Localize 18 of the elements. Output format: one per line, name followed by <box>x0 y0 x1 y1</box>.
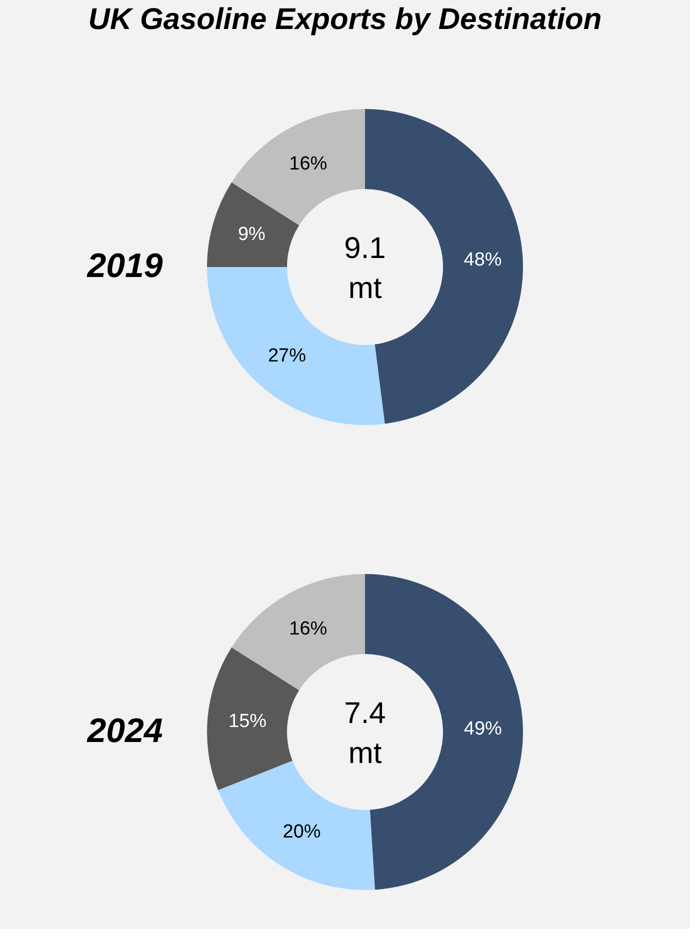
data-label: 15% <box>228 710 267 732</box>
donut-slice <box>207 267 385 425</box>
data-label: 49% <box>464 718 502 740</box>
chart-title: UK Gasoline Exports by Destination <box>88 3 602 36</box>
data-label: 16% <box>289 618 328 640</box>
data-label: 27% <box>268 346 306 367</box>
text: 2024 <box>86 712 163 750</box>
donut-slice <box>232 574 365 690</box>
text: 9.1 mt <box>344 232 386 305</box>
donut-slice <box>232 109 365 226</box>
data-label: 16% <box>289 154 328 175</box>
data-label: 20% <box>282 822 321 843</box>
text: 2019 <box>86 247 163 285</box>
data-label: 48% <box>464 250 502 271</box>
data-label: 9% <box>238 224 266 246</box>
donut-slice <box>207 647 300 790</box>
text: 7.4 mt <box>344 697 386 770</box>
donut-slice <box>207 182 300 267</box>
